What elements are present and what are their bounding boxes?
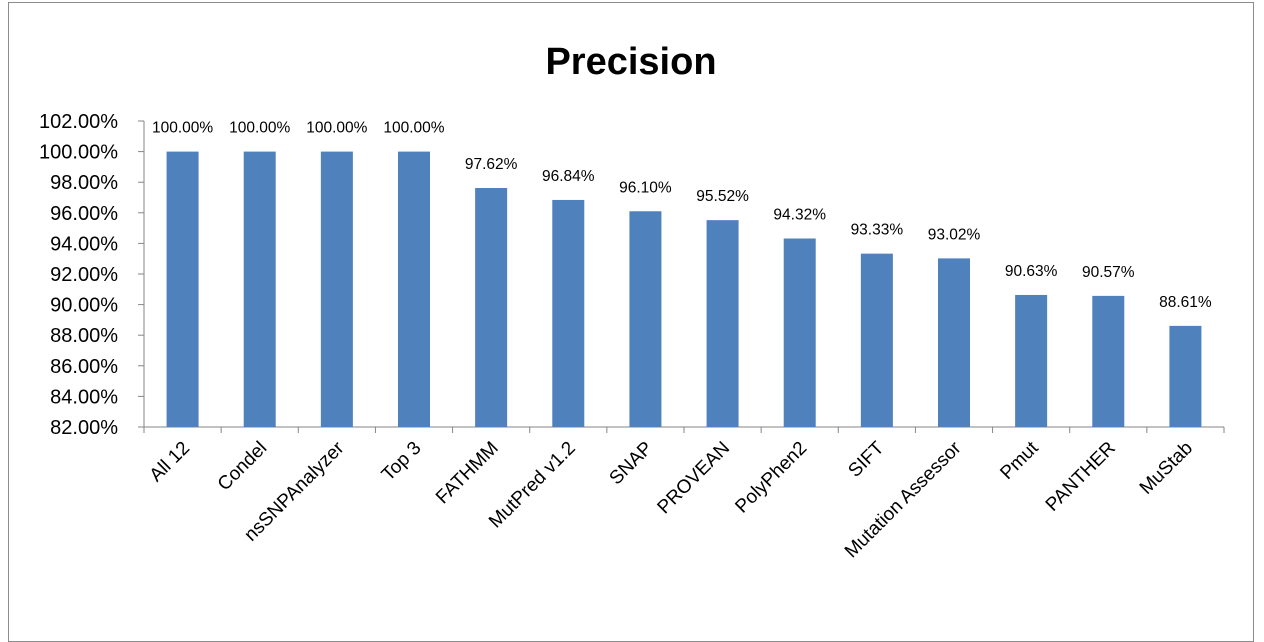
bar [860,253,893,427]
y-tick-label: 98.00% [50,172,118,194]
bar [1015,294,1048,427]
x-tick-label: SNAP [606,438,657,489]
data-label: 90.57% [1082,264,1135,281]
data-label: 96.10% [619,179,672,196]
data-label: 100.00% [306,120,367,137]
y-tick-label: 88.00% [50,325,118,347]
data-label: 100.00% [229,120,290,137]
x-tick-label: PANTHER [1042,438,1120,516]
bar [166,151,199,427]
data-label: 93.02% [928,226,981,243]
y-tick-label: 96.00% [50,203,118,225]
data-label: 88.61% [1159,294,1212,311]
bar [398,151,430,427]
x-tick-label: SIFT [844,437,888,481]
bar [243,151,276,427]
chart-title: Precision [545,41,716,83]
y-tick-label: 84.00% [50,386,118,408]
bar [629,211,662,427]
data-label: 94.32% [773,207,826,224]
bar [320,151,353,427]
data-label: 100.00% [383,120,444,137]
y-tick-label: 82.00% [50,417,118,439]
data-label: 100.00% [152,120,213,137]
x-tick-label: Top 3 [378,438,426,486]
x-tick-label: PolyPhen2 [731,438,811,518]
precision-bar-chart: Precision 82.00% 84.00% 86.00% 88.00% 90.00%… [39,41,1225,562]
y-tick-label: 90.00% [50,295,118,317]
plot-area: 82.00% 84.00% 86.00% 88.00% 90.00% 92.00% 94.0… [39,111,1225,562]
y-tick-label: 92.00% [50,264,118,286]
x-tick-label: Pmut [996,437,1043,484]
bar [783,238,816,427]
x-tick-label: PROVEAN [654,438,735,519]
data-label: 97.62% [465,156,518,173]
y-tick-label: 86.00% [50,356,118,378]
bar [1092,295,1125,427]
bar [1169,325,1202,427]
data-label: 96.84% [542,168,595,185]
data-label: 90.63% [1005,263,1058,280]
data-label: 93.33% [851,222,904,239]
bar [475,188,508,427]
bar [552,199,585,427]
y-tick-label: 100.00% [39,142,118,164]
bar [706,220,739,427]
y-tick-label: 102.00% [39,111,118,133]
x-tick-label: FATHMM [432,438,503,509]
x-tick-label: MuStab [1136,438,1197,499]
x-tick-label: Condel [214,438,271,495]
x-tick-label: All 12 [146,438,194,486]
data-label: 95.52% [696,188,749,205]
bar [938,258,970,427]
y-tick-label: 94.00% [50,233,118,255]
